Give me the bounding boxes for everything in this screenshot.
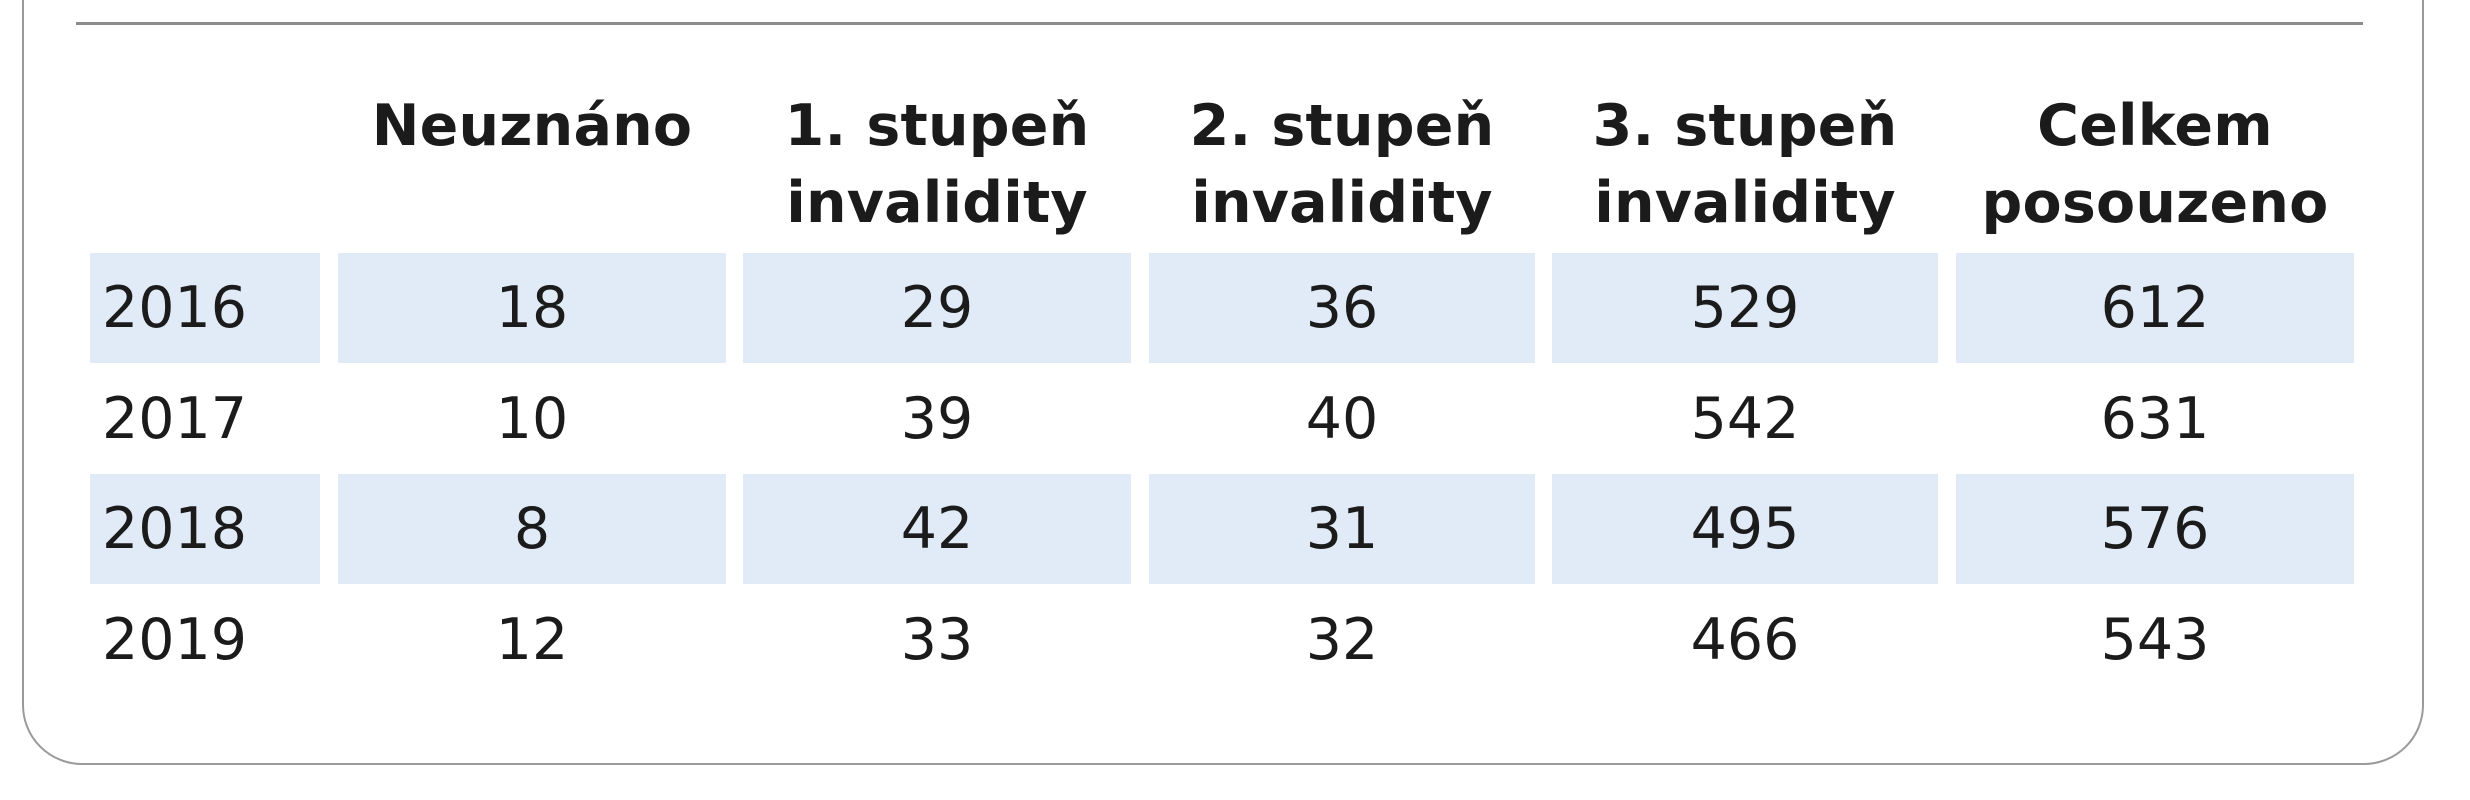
table-cell: 42 bbox=[743, 474, 1131, 584]
table-cell: 10 bbox=[495, 385, 569, 452]
row-year-cell: 2018 bbox=[90, 474, 320, 584]
header-cell-stupen-1: 1. stupeň invalidity bbox=[784, 93, 1090, 236]
top-divider bbox=[76, 22, 2363, 25]
table-cell: 39 bbox=[900, 385, 974, 452]
table-cell: 40 bbox=[1305, 385, 1379, 452]
row-year-cell: 2017 bbox=[102, 385, 248, 452]
table-cell: 529 bbox=[1552, 253, 1938, 363]
table-cell: 8 bbox=[338, 474, 726, 584]
table-cell: 542 bbox=[1690, 385, 1800, 452]
table-cell: 543 bbox=[2100, 606, 2210, 673]
header-cell-celkem: Celkem posouzeno bbox=[1981, 93, 2329, 236]
table-cell: 631 bbox=[2100, 385, 2210, 452]
header-cell-stupen-3: 3. stupeň invalidity bbox=[1592, 93, 1898, 236]
table-cell: 612 bbox=[1956, 253, 2354, 363]
table-cell: 33 bbox=[900, 606, 974, 673]
table-cell: 36 bbox=[1149, 253, 1535, 363]
table-cell: 495 bbox=[1552, 474, 1938, 584]
row-year-cell: 2019 bbox=[102, 606, 248, 673]
table-cell: 12 bbox=[495, 606, 569, 673]
table-frame bbox=[22, 0, 2424, 765]
table-cell: 29 bbox=[743, 253, 1131, 363]
table-cell: 576 bbox=[1956, 474, 2354, 584]
header-cell-year bbox=[90, 88, 320, 248]
row-year-cell: 2016 bbox=[90, 253, 320, 363]
header-cell-stupen-2: 2. stupeň invalidity bbox=[1189, 93, 1495, 236]
table-cell: 32 bbox=[1305, 606, 1379, 673]
table-cell: 466 bbox=[1690, 606, 1800, 673]
table-cell: 31 bbox=[1149, 474, 1535, 584]
header-cell-neuznano: Neuznáno bbox=[371, 93, 693, 159]
table-cell: 18 bbox=[338, 253, 726, 363]
